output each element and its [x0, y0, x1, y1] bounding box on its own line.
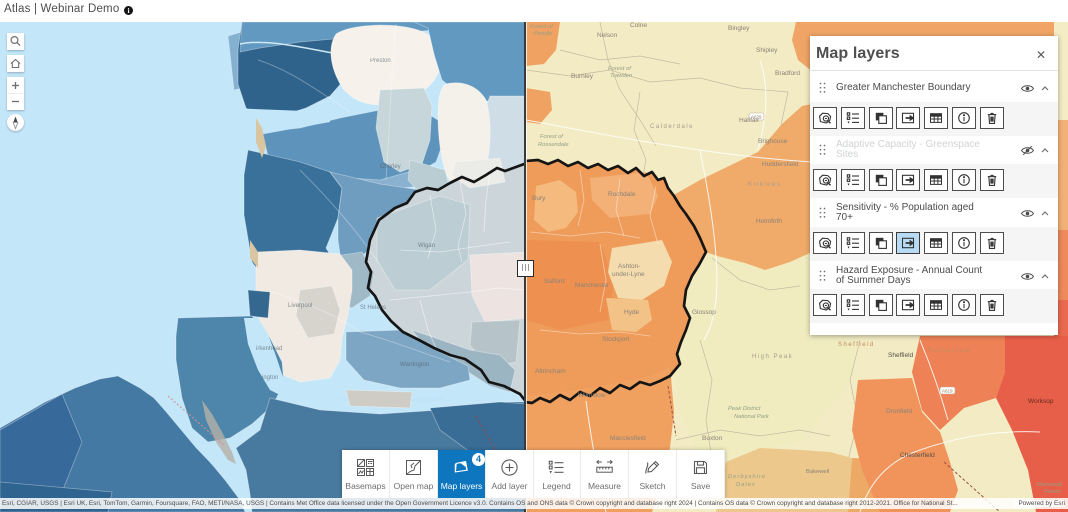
svg-text:Calderdale: Calderdale — [650, 124, 694, 130]
svg-text:Trawden: Trawden — [610, 73, 632, 79]
svg-text:Pendle: Pendle — [534, 31, 553, 37]
svg-text:irkenhead: irkenhead — [256, 346, 282, 352]
svg-text:Peak District: Peak District — [728, 406, 761, 412]
svg-text:Chesterfield: Chesterfield — [900, 452, 935, 459]
svg-text:Forest of: Forest of — [608, 66, 632, 72]
svg-text:St Helens: St Helens — [360, 305, 386, 311]
svg-text:Wigan: Wigan — [418, 243, 435, 249]
svg-text:Bury: Bury — [532, 195, 546, 202]
svg-text:Rotherham: Rotherham — [928, 348, 971, 354]
svg-text:Shipley: Shipley — [756, 47, 778, 54]
svg-text:High Peak: High Peak — [752, 354, 793, 360]
svg-text:Sheffield: Sheffield — [888, 352, 914, 359]
svg-text:ington: ington — [262, 375, 278, 381]
svg-text:Kirklees: Kirklees — [748, 182, 781, 188]
svg-text:Colne: Colne — [630, 22, 647, 29]
svg-text:Liverpool: Liverpool — [288, 303, 312, 309]
svg-text:Preston: Preston — [370, 58, 391, 64]
svg-text:Wilmslow: Wilmslow — [578, 392, 606, 399]
svg-text:Burnley: Burnley — [571, 73, 594, 80]
svg-text:Hyde: Hyde — [624, 309, 640, 316]
svg-text:Holmfirth: Holmfirth — [756, 218, 782, 225]
svg-text:Forest of: Forest of — [530, 24, 554, 30]
svg-text:Manchester: Manchester — [575, 282, 610, 289]
svg-text:Dronfield: Dronfield — [886, 408, 912, 415]
svg-text:Sherwood: Sherwood — [1036, 482, 1063, 488]
svg-text:Dales: Dales — [736, 482, 756, 488]
svg-text:under-Lyne: under-Lyne — [612, 271, 645, 278]
svg-text:Halifax: Halifax — [739, 117, 760, 124]
svg-text:Stockport: Stockport — [602, 336, 630, 343]
svg-text:Bradford: Bradford — [775, 70, 800, 77]
svg-text:Sheffield: Sheffield — [838, 342, 875, 348]
svg-text:Ashton-: Ashton- — [618, 263, 640, 270]
svg-text:Bakewell: Bakewell — [806, 469, 829, 475]
svg-text:Rossendale: Rossendale — [538, 142, 569, 148]
svg-text:Forest of: Forest of — [540, 134, 564, 140]
svg-text:A629: A629 — [751, 115, 762, 120]
svg-text:Brighouse: Brighouse — [758, 138, 788, 145]
svg-text:Glossop: Glossop — [692, 309, 716, 316]
svg-text:Altrincham: Altrincham — [535, 368, 566, 375]
svg-text:Buxton: Buxton — [702, 435, 723, 442]
svg-text:Macclesfield: Macclesfield — [610, 435, 646, 442]
svg-text:National Park: National Park — [734, 414, 770, 420]
svg-text:A619: A619 — [942, 389, 953, 394]
svg-text:Rochdale: Rochdale — [608, 191, 636, 198]
svg-text:Chorley: Chorley — [380, 164, 401, 170]
svg-text:Worksop: Worksop — [1028, 398, 1054, 405]
svg-text:Forest: Forest — [1044, 489, 1061, 495]
svg-text:Bingley: Bingley — [728, 25, 750, 32]
svg-text:Huddersfield: Huddersfield — [762, 161, 799, 168]
svg-text:Warrington: Warrington — [400, 362, 429, 368]
svg-text:Nelson: Nelson — [597, 32, 618, 39]
svg-text:Salford: Salford — [544, 278, 565, 285]
svg-text:Derbyshire: Derbyshire — [728, 474, 766, 480]
